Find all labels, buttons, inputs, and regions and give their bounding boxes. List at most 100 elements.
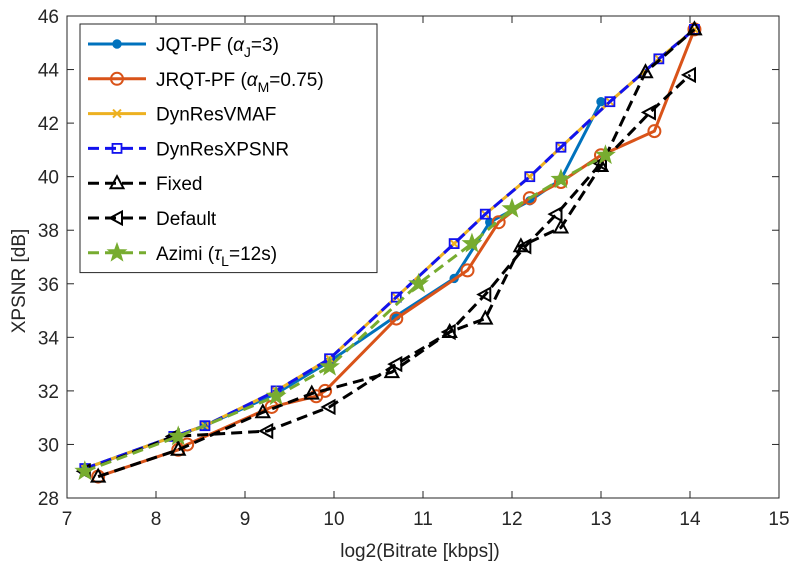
data-point-azimi-8: [595, 144, 616, 165]
data-point-default-6: [476, 286, 492, 303]
y-tick-label-3: 34: [38, 328, 60, 349]
data-point-dynresxpsnr-10: [604, 96, 616, 108]
series-azimi: [74, 144, 616, 481]
data-point-azimi-1: [167, 425, 189, 446]
data-point-azimi-2: [265, 385, 287, 406]
data-point-default-4: [387, 355, 403, 373]
legend-label-main: JQT-PF (: [156, 35, 234, 56]
legend-label-subscript: L: [221, 253, 229, 269]
data-point-azimi-0: [74, 460, 96, 481]
x-tick-label-0: 7: [62, 509, 73, 530]
data-point-default-5: [440, 323, 456, 341]
legend-entry-azimi: Azimi (τL=12s): [88, 241, 277, 269]
y-tick-label-0: 28: [38, 489, 59, 510]
series-layer: [74, 20, 703, 484]
data-point-default-10: [640, 104, 656, 121]
legend-label-main: Default: [156, 209, 217, 230]
data-point-azimi-4: [408, 272, 429, 293]
legend-label-tail: =0.75): [269, 70, 323, 91]
data-point-jrqt-pf-12: [647, 124, 662, 139]
data-point-fixed-1: [170, 440, 187, 456]
legend-marker-dynresvmaf: [112, 108, 122, 119]
axes-layer: 7 8 9 10 11 12 13 14 15 28 30 32 34 36 38 40 42 44 46: [38, 7, 790, 530]
x-tick-label-3: 10: [323, 509, 344, 530]
legend-entry-fixed: Fixed: [88, 174, 202, 195]
legend-label-tail: =12s): [229, 244, 277, 265]
data-point-azimi-6: [501, 197, 523, 218]
data-point-fixed-7: [512, 237, 530, 253]
data-point-jrqt-pf-7: [460, 263, 475, 278]
data-point-azimi-3: [319, 355, 340, 376]
legend-entry-dynresvmaf: DynResVMAF: [88, 105, 276, 126]
x-tick-label-5: 12: [501, 509, 522, 530]
legend-label-main: JRQT-PF (: [156, 70, 247, 91]
data-point-fixed-2: [254, 403, 271, 419]
data-point-dynresxpsnr-7: [479, 208, 491, 220]
data-point-azimi-5: [461, 232, 483, 253]
x-tick-label-4: 11: [413, 509, 433, 530]
legend-entry-jqt-pf: JQT-PF (αJ=3): [88, 35, 279, 60]
data-point-jrqt-pf-8: [491, 215, 506, 230]
data-point-fixed-4: [383, 363, 401, 379]
x-tick-label-1: 8: [151, 509, 162, 530]
legend-label-main: DynResXPSNR: [156, 139, 289, 160]
data-point-jrqt-pf-6: [389, 311, 404, 326]
legend-marker-fixed: [108, 174, 126, 190]
y-axis-label: XPSNR [dB]: [9, 229, 30, 334]
data-point-default-8: [547, 205, 563, 223]
data-point-fixed-3: [303, 384, 320, 400]
legend-marker-default: [107, 209, 123, 227]
data-point-fixed-8: [552, 218, 570, 234]
legend-marker-dynresxpsnr: [111, 142, 123, 154]
data-point-dynresxpsnr-6: [448, 238, 460, 250]
data-point-default-9: [591, 155, 607, 172]
data-point-fixed-6: [477, 309, 494, 325]
legend-label-fixed: Fixed: [156, 174, 202, 195]
legend-entry-default: Default: [88, 209, 217, 230]
legend-label-main: DynResVMAF: [156, 105, 276, 126]
data-point-default-3: [320, 398, 336, 416]
legend-marker-jrqt-pf: [110, 71, 124, 86]
x-tick-label-7: 14: [679, 509, 701, 530]
legend-label-greek: α: [233, 35, 245, 56]
series-line-azimi: [84, 153, 607, 473]
y-tick-label-6: 40: [38, 168, 59, 189]
x-tick-label-2: 9: [240, 509, 251, 530]
legend: JQT-PF (αJ=3) JRQT-PF ( α M=0.75) DynResVMAF…: [79, 23, 378, 274]
legend-marker-azimi: [106, 241, 128, 262]
legend-label-dynresvmaf: DynResVMAF: [156, 105, 276, 126]
data-point-jrqt-pf-2: [180, 437, 195, 452]
legend-label-default: Default: [156, 209, 217, 230]
data-point-azimi-7: [550, 168, 572, 189]
x-tick-label-8: 15: [768, 509, 789, 530]
data-point-dynresxpsnr-9: [555, 141, 567, 153]
data-point-default-2: [258, 422, 274, 440]
y-tick-label-8: 44: [38, 61, 60, 82]
data-point-dynresxpsnr-11: [653, 53, 665, 65]
data-point-jrqt-pf-5: [318, 383, 333, 398]
legend-label-subscript: J: [244, 44, 251, 60]
x-axis-label: log2(Bitrate [kbps]): [340, 541, 499, 562]
data-point-dynresxpsnr-8: [524, 171, 536, 183]
y-tick-label-4: 36: [38, 275, 59, 296]
legend-label-greek: τ: [214, 244, 223, 265]
data-point-fixed-10: [637, 63, 654, 79]
y-tick-label-7: 42: [38, 114, 59, 135]
legend-label-jqt-pf: JQT-PF (αJ=3): [156, 35, 279, 60]
legend-label-dynresxpsnr: DynResXPSNR: [156, 139, 289, 160]
data-point-default-7: [516, 238, 532, 255]
y-tick-label-9: 46: [38, 7, 59, 28]
legend-entry-dynresxpsnr: DynResXPSNR: [88, 139, 289, 160]
legend-marker-jqt-pf: [112, 39, 122, 49]
legend-marker-dynresvmaf-stroke-b: [112, 108, 122, 119]
legend-label-subscript: M: [258, 79, 270, 95]
data-point-fixed-0: [89, 467, 107, 483]
y-tick-label-1: 30: [38, 435, 59, 456]
data-point-dynresxpsnr-5: [390, 291, 402, 303]
data-point-jqt-pf-10: [596, 96, 606, 107]
data-point-jrqt-pf-9: [522, 191, 537, 206]
y-tick-label-2: 32: [38, 382, 59, 403]
x-tick-label-6: 13: [590, 509, 611, 530]
legend-label-main: Azimi (: [156, 244, 215, 265]
